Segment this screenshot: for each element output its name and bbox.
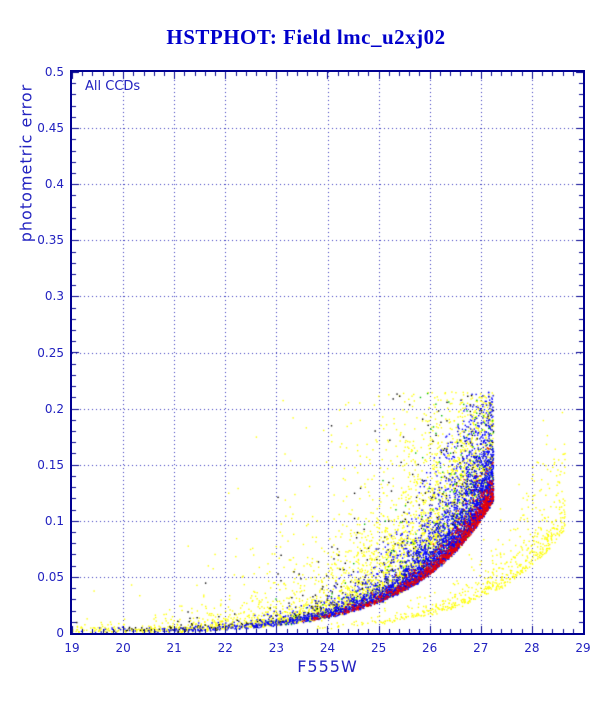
y-tick-label: 0.2 [44,401,64,416]
x-tick-label: 26 [422,641,438,655]
x-tick-label: 25 [370,641,387,655]
y-tick-label: 0.5 [44,65,64,79]
x-tick-label: 27 [473,641,489,655]
x-tick-label: 24 [319,641,336,655]
plot-area: All CCDs [70,70,585,635]
y-tick-label: 0.05 [37,569,64,584]
y-tick-label: 0.25 [37,345,64,360]
y-tick-label: 0.35 [37,233,64,248]
x-tick-label: 29 [575,641,591,655]
page-title: HSTPHOT: Field lmc_u2xj02 [166,25,446,49]
y-tick-label: 0 [56,626,64,640]
y-tick-label: 0.1 [44,513,64,528]
x-tick-label: 21 [166,641,182,655]
y-tick-label: 0.45 [37,121,64,136]
y-tick-label: 0.3 [44,289,64,304]
scatter-canvas [72,72,583,633]
y-axis-label: photometric error [16,83,36,243]
x-tick-label: 28 [524,641,540,655]
y-tick-label: 0.15 [37,457,64,472]
x-tick-label: 22 [217,641,233,655]
x-axis-label: F555W [297,657,358,676]
x-tick-label: 20 [115,641,131,655]
x-tick-label: 19 [64,641,80,655]
ccd-annotation: All CCDs [85,79,141,94]
x-tick-label: 23 [268,641,285,655]
y-tick-label: 0.4 [44,177,64,192]
